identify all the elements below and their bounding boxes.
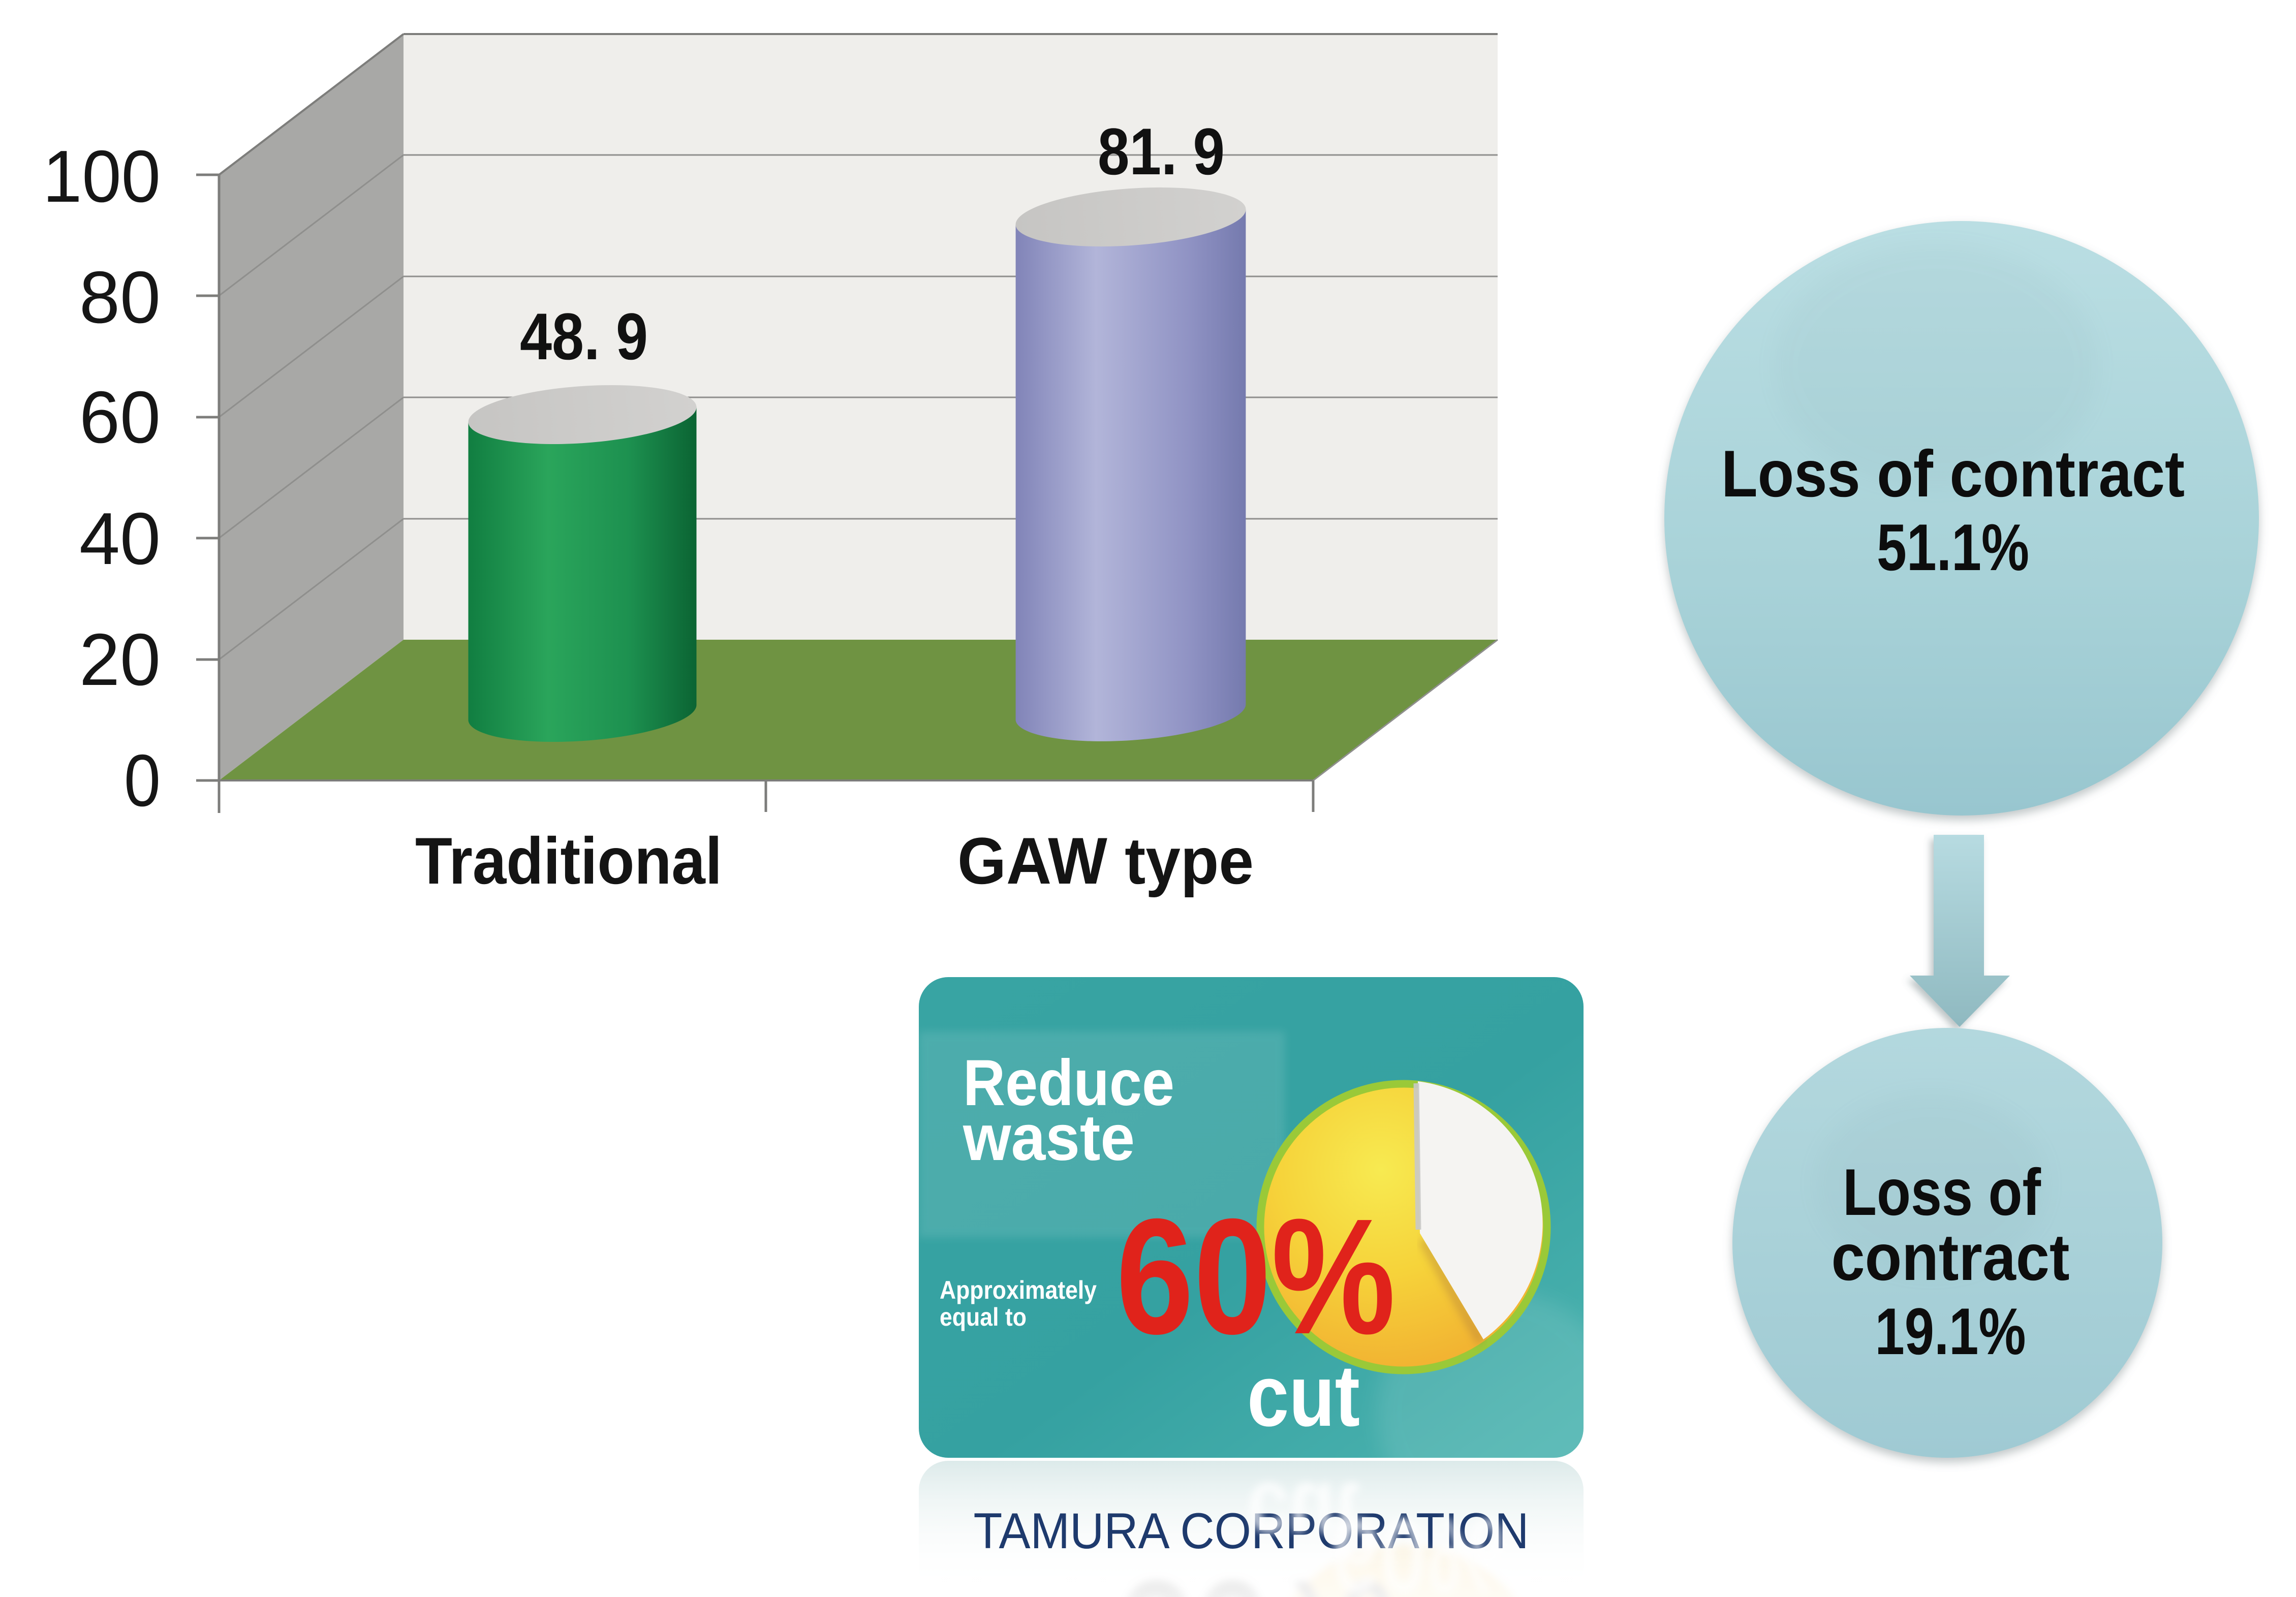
svg-text:Loss of contract: Loss of contract: [1721, 436, 2185, 511]
svg-text:60: 60: [79, 376, 161, 458]
svg-text:contract: contract: [1832, 1220, 2070, 1294]
svg-text:Loss of: Loss of: [1843, 1155, 2041, 1229]
svg-text:GAW type: GAW type: [957, 824, 1254, 898]
svg-text:cut: cut: [1247, 1464, 1360, 1566]
svg-text:40: 40: [79, 497, 161, 580]
svg-text:TAMURA CORPORATION: TAMURA CORPORATION: [974, 1502, 1529, 1559]
svg-text:80: 80: [79, 256, 161, 338]
svg-text:60%: 60%: [1116, 1184, 1395, 1368]
svg-text:0: 0: [124, 739, 161, 822]
svg-text:60%: 60%: [1331, 1496, 1504, 1597]
svg-text:cut: cut: [1247, 1347, 1360, 1445]
svg-text:51.1%: 51.1%: [1877, 510, 2029, 584]
svg-text:19.1%: 19.1%: [1875, 1294, 2026, 1368]
svg-text:48. 9: 48. 9: [520, 299, 648, 373]
svg-text:20: 20: [79, 618, 161, 701]
svg-text:equal to: equal to: [940, 1303, 1027, 1331]
svg-text:Reduce: Reduce: [963, 1047, 1174, 1119]
svg-text:81. 9: 81. 9: [1098, 114, 1225, 189]
svg-text:Approximately: Approximately: [940, 1276, 1097, 1304]
svg-text:waste: waste: [963, 1102, 1135, 1174]
svg-text:Traditional: Traditional: [415, 824, 722, 898]
svg-text:100: 100: [43, 135, 161, 217]
